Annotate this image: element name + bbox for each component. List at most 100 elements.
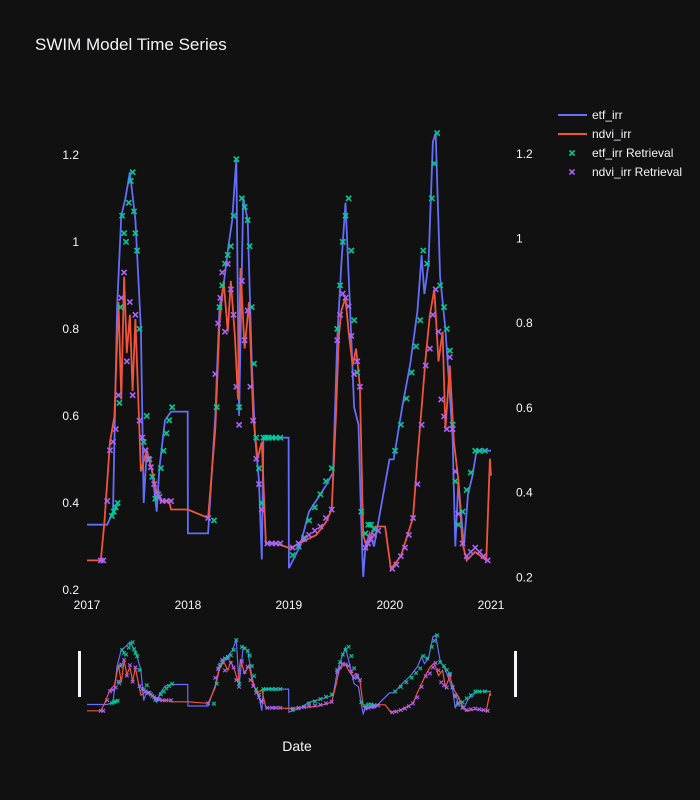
data-point <box>443 425 450 433</box>
slider-data-point <box>278 705 283 710</box>
slider-data-point <box>312 699 318 704</box>
slider-data-point <box>236 684 242 690</box>
slider-data-point <box>273 705 279 710</box>
legend: etf_irr ndvi_irr etf_irr Retrieval ndvi_irr… <box>558 108 682 179</box>
data-point <box>120 229 128 237</box>
data-point <box>216 303 223 311</box>
data-point <box>476 447 483 454</box>
data-point <box>253 455 260 462</box>
data-point <box>414 480 421 488</box>
slider-data-point <box>296 705 301 710</box>
main-plot-area[interactable] <box>87 129 492 577</box>
data-point <box>221 328 229 335</box>
slider-data-point <box>318 702 323 707</box>
slider-data-point <box>234 677 239 683</box>
slider-data-point <box>423 674 428 679</box>
slider-data-point <box>290 706 295 711</box>
data-point <box>463 486 470 494</box>
data-point <box>143 412 150 420</box>
data-point <box>433 129 441 137</box>
data-point <box>459 540 466 547</box>
data-point <box>114 499 121 507</box>
slider-data-point <box>290 707 295 713</box>
slider-data-point <box>460 699 465 705</box>
data-point <box>367 521 375 528</box>
data-point <box>311 527 319 534</box>
data-point <box>409 514 417 522</box>
data-point <box>122 238 130 246</box>
data-point <box>112 504 119 511</box>
slider-data-point <box>436 668 441 673</box>
data-point <box>210 517 218 524</box>
data-point <box>160 447 167 454</box>
slider-data-point <box>340 652 345 657</box>
slider-data-point <box>398 684 404 689</box>
data-point <box>405 531 413 539</box>
slider-data-point <box>148 692 154 697</box>
y-right-tick-label: 0.2 <box>516 570 533 584</box>
data-point <box>443 325 450 333</box>
slider-data-point <box>409 675 414 680</box>
data-point <box>455 510 462 517</box>
data-point <box>258 499 265 507</box>
slider-data-point <box>101 708 106 713</box>
data-point <box>362 530 369 537</box>
data-point <box>109 438 117 445</box>
data-point <box>117 303 124 311</box>
y-right-tick-label: 0.6 <box>516 401 533 415</box>
range-slider-right-handle[interactable] <box>514 651 517 697</box>
slider-data-point <box>245 664 250 669</box>
data-point <box>467 469 474 476</box>
data-point <box>110 508 117 515</box>
slider-data-point <box>390 710 395 715</box>
data-point <box>334 325 341 333</box>
data-point <box>118 294 125 302</box>
legend-item[interactable]: etf_irr <box>558 108 623 122</box>
data-point <box>149 473 156 481</box>
data-point <box>342 294 349 302</box>
range-slider[interactable] <box>78 633 517 716</box>
data-point <box>339 290 346 297</box>
x-tick-label: 2019 <box>276 598 303 612</box>
slider-data-point <box>164 698 169 703</box>
slider-data-point <box>453 692 458 698</box>
range-slider-left-handle[interactable] <box>78 651 81 697</box>
slider-data-point <box>278 686 283 692</box>
data-point <box>328 464 335 472</box>
slider-data-point <box>354 673 360 678</box>
data-point <box>449 425 456 433</box>
legend-item[interactable]: ndvi_irr Retrieval <box>568 165 682 179</box>
data-point <box>129 169 136 176</box>
data-point <box>322 514 330 522</box>
data-point <box>233 383 240 390</box>
data-point <box>348 332 355 340</box>
slider-data-point <box>205 701 211 706</box>
data-point <box>397 552 405 560</box>
slider-data-point <box>119 662 124 667</box>
legend-label: etf_irr <box>592 108 623 122</box>
y-left-tick-label: 0.4 <box>62 496 79 510</box>
data-point <box>350 317 358 324</box>
slider-data-point <box>346 663 351 669</box>
chart-title: SWIM Model Time Series <box>35 35 227 54</box>
legend-item[interactable]: ndvi_irr <box>558 127 631 141</box>
data-point <box>151 480 158 488</box>
slider-data-point <box>301 704 307 710</box>
data-point <box>431 160 438 167</box>
y-right-tick-label: 0.4 <box>516 486 533 500</box>
data-point <box>238 195 246 202</box>
data-point <box>289 552 296 559</box>
slider-data-point <box>450 684 455 689</box>
legend-item[interactable]: etf_irr Retrieval <box>568 146 673 160</box>
data-point <box>365 540 372 547</box>
data-point <box>277 540 284 547</box>
data-point <box>104 497 111 505</box>
slider-data-point <box>357 677 363 683</box>
data-point <box>136 325 143 333</box>
data-point <box>235 404 243 411</box>
data-point <box>253 434 260 441</box>
data-point <box>165 417 173 424</box>
slider-data-point <box>318 696 323 702</box>
slider-data-point <box>168 698 174 703</box>
